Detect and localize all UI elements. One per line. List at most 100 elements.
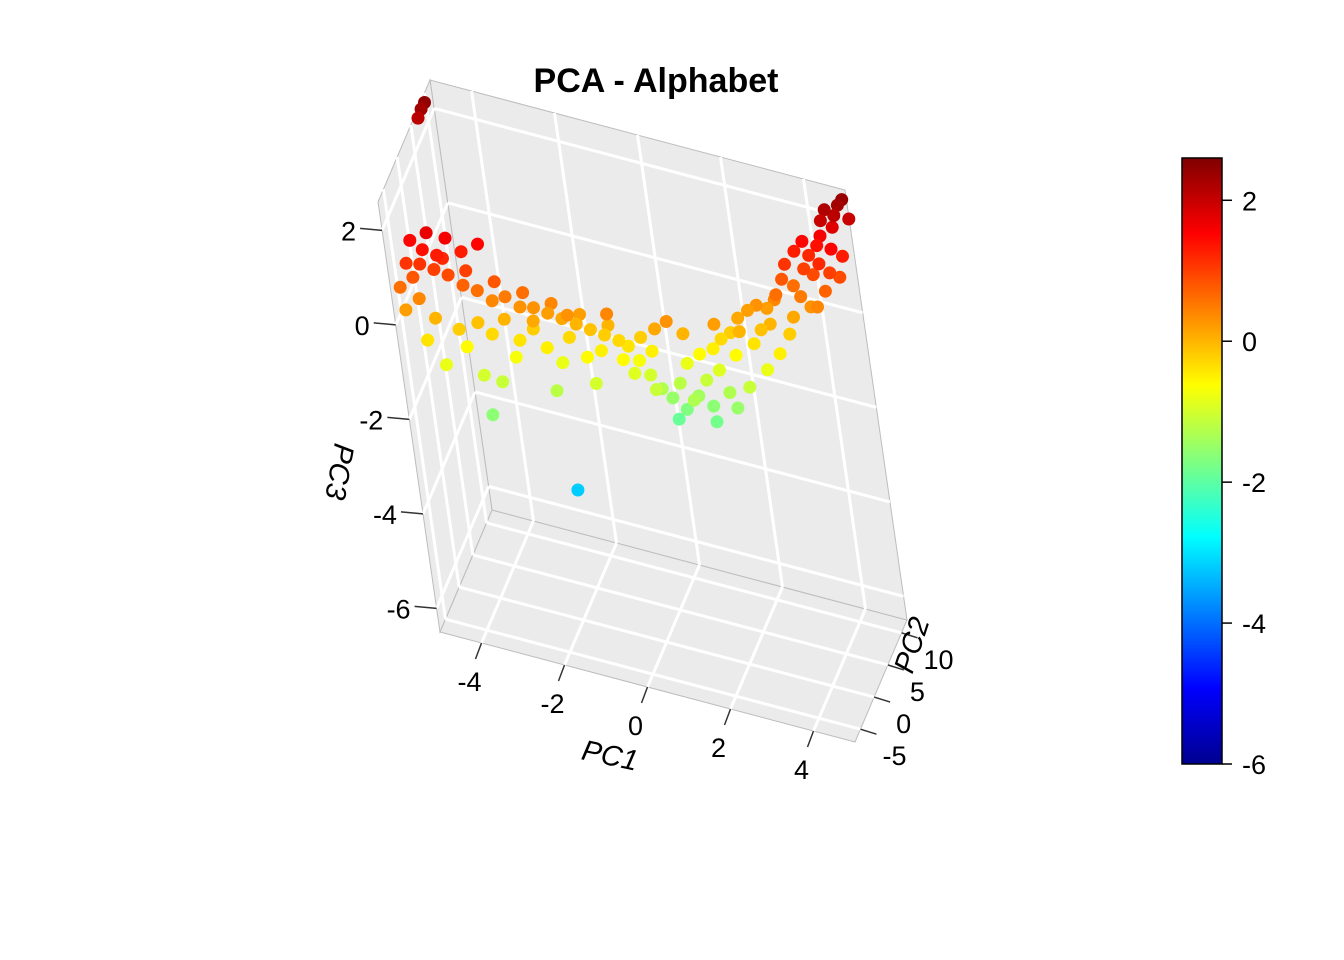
data-point <box>562 330 576 344</box>
data-point <box>787 244 801 258</box>
data-point <box>775 272 789 286</box>
data-point <box>783 327 797 341</box>
data-point <box>485 327 499 341</box>
data-point <box>621 339 635 353</box>
data-point <box>787 310 800 324</box>
back-grid-x <box>470 90 535 522</box>
data-point <box>415 243 429 257</box>
z-axis-label: PC3 <box>318 441 359 502</box>
data-point <box>813 214 827 228</box>
data-point <box>810 239 824 253</box>
data-point <box>526 314 540 328</box>
data-point <box>600 307 614 321</box>
data-point <box>513 300 527 314</box>
data-point <box>795 234 809 248</box>
floor-grid-x <box>480 520 535 644</box>
data-point <box>477 368 491 382</box>
y-tick-label: -5 <box>882 741 906 771</box>
data-point <box>710 415 724 429</box>
x-axis-label: PC1 <box>579 735 641 778</box>
data-point <box>786 279 800 293</box>
data-point <box>569 317 583 331</box>
z-tick-label: -4 <box>373 500 397 530</box>
data-point <box>540 341 554 355</box>
x-tick <box>474 642 483 660</box>
x-tick <box>640 686 649 704</box>
data-point <box>550 384 564 398</box>
data-point <box>700 373 714 387</box>
data-point <box>571 483 585 497</box>
data-point <box>413 257 427 271</box>
floor-grid-x <box>646 564 701 688</box>
data-point <box>403 233 417 247</box>
z-tick <box>360 227 383 232</box>
y-tick <box>901 632 918 639</box>
floor-grid-y <box>458 585 875 699</box>
data-point <box>583 323 597 337</box>
x-tick <box>557 664 566 682</box>
data-point <box>616 353 630 367</box>
data-points <box>393 96 856 497</box>
data-point <box>794 290 808 304</box>
data-point <box>485 294 499 308</box>
data-point <box>673 376 687 390</box>
data-point <box>648 322 662 336</box>
data-point <box>769 288 783 302</box>
floor-grid-y <box>486 521 902 635</box>
data-point <box>440 358 453 372</box>
data-point <box>830 198 844 212</box>
y-tick-label: 5 <box>910 677 925 707</box>
data-point <box>441 268 455 282</box>
x-tick-label: 4 <box>794 755 809 785</box>
x-tick-label: -4 <box>457 667 481 697</box>
z-tick <box>373 322 396 326</box>
x-tick-label: -2 <box>540 689 564 719</box>
data-point <box>456 278 470 292</box>
data-point <box>497 312 511 326</box>
data-point <box>802 248 816 262</box>
data-point <box>509 350 523 364</box>
data-point <box>680 402 694 416</box>
floor-grid-y <box>445 617 861 731</box>
data-point <box>633 354 646 368</box>
data-point <box>806 268 820 282</box>
y-tick-label: 10 <box>924 645 954 675</box>
z-tick-label: 2 <box>341 216 356 246</box>
data-point <box>817 203 831 217</box>
z-tick-label: -6 <box>387 594 411 624</box>
data-point <box>411 111 425 125</box>
data-point <box>487 275 501 289</box>
chart-title: PCA - Alphabet <box>534 62 779 100</box>
x-tick-label: 2 <box>711 733 726 763</box>
data-point <box>680 356 694 370</box>
data-point <box>556 356 570 370</box>
data-point <box>399 256 413 270</box>
floor-grid-x <box>812 608 867 732</box>
data-point <box>429 311 442 325</box>
colorbar-tick-label: 0 <box>1242 327 1257 357</box>
data-point <box>645 344 659 358</box>
data-point <box>541 306 555 320</box>
floor-grid-x <box>563 542 618 666</box>
data-point <box>454 245 468 259</box>
data-point <box>723 386 737 399</box>
data-point <box>560 308 574 322</box>
data-point <box>706 342 720 356</box>
back-grid-z <box>433 106 850 220</box>
data-point <box>797 262 811 276</box>
data-point <box>672 412 686 426</box>
data-point <box>460 340 474 354</box>
data-point <box>516 286 530 300</box>
floor-grid-x <box>729 586 784 710</box>
data-point <box>471 316 485 330</box>
data-point <box>754 323 768 337</box>
data-point <box>421 333 435 347</box>
data-point <box>761 363 775 377</box>
data-point <box>741 303 754 317</box>
y-tick <box>887 664 905 671</box>
data-point <box>760 301 774 315</box>
data-point <box>594 344 608 358</box>
data-point <box>729 348 743 362</box>
data-point <box>438 231 452 245</box>
